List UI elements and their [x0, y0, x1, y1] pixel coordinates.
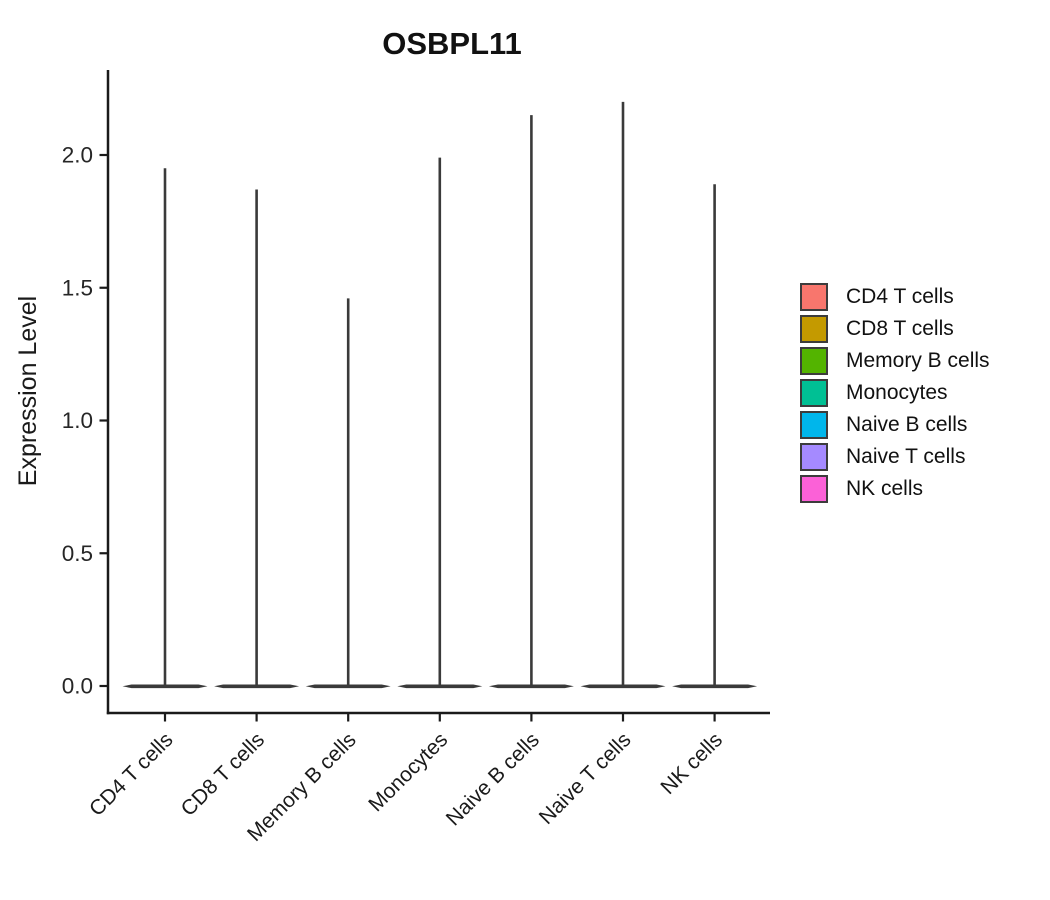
violin: [672, 184, 758, 689]
legend-swatch: [800, 475, 828, 503]
legend-item: Monocytes: [800, 379, 990, 407]
legend-label: Monocytes: [846, 381, 948, 404]
violin: [214, 189, 300, 689]
legend-label: Naive B cells: [846, 413, 968, 436]
y-tick-label: 2.0: [62, 143, 93, 168]
axes-group: [99, 70, 770, 722]
violin: [305, 298, 391, 689]
legend-swatch: [800, 315, 828, 343]
x-tick-label: CD4 T cells: [85, 728, 177, 820]
violins-group: [122, 101, 758, 689]
violin: [122, 168, 208, 689]
legend-item: Naive T cells: [800, 443, 990, 471]
legend-label: CD8 T cells: [846, 317, 954, 340]
legend-item: NK cells: [800, 475, 990, 503]
legend-swatch: [800, 379, 828, 407]
legend-item: CD8 T cells: [800, 315, 990, 343]
x-tick-label: Monocytes: [364, 728, 452, 816]
violin: [397, 157, 483, 689]
y-axis-title: Expression Level: [14, 296, 42, 486]
legend-swatch: [800, 411, 828, 439]
chart-title: OSBPL11: [382, 26, 522, 61]
legend-item: Memory B cells: [800, 347, 990, 375]
y-tick-label: 0.5: [62, 541, 93, 566]
x-tick-label: CD8 T cells: [177, 728, 269, 820]
violin: [580, 101, 666, 689]
legend-swatch: [800, 443, 828, 471]
x-tick-label: NK cells: [656, 728, 727, 799]
legend-item: Naive B cells: [800, 411, 990, 439]
violin: [488, 115, 574, 689]
legend-label: Naive T cells: [846, 445, 966, 468]
x-tick-label: Naive T cells: [535, 728, 636, 829]
legend-label: Memory B cells: [846, 349, 990, 372]
y-tick-label: 1.0: [62, 408, 93, 433]
y-tick-label: 1.5: [62, 275, 93, 300]
y-tick-label: 0.0: [62, 674, 93, 699]
x-tick-label: Naive B cells: [442, 728, 544, 830]
legend-swatch: [800, 347, 828, 375]
legend-swatch: [800, 283, 828, 311]
legend-label: NK cells: [846, 477, 924, 500]
legend-label: CD4 T cells: [846, 285, 954, 308]
legend: CD4 T cells CD8 T cells Memory B cells M…: [800, 283, 990, 507]
legend-item: CD4 T cells: [800, 283, 990, 311]
